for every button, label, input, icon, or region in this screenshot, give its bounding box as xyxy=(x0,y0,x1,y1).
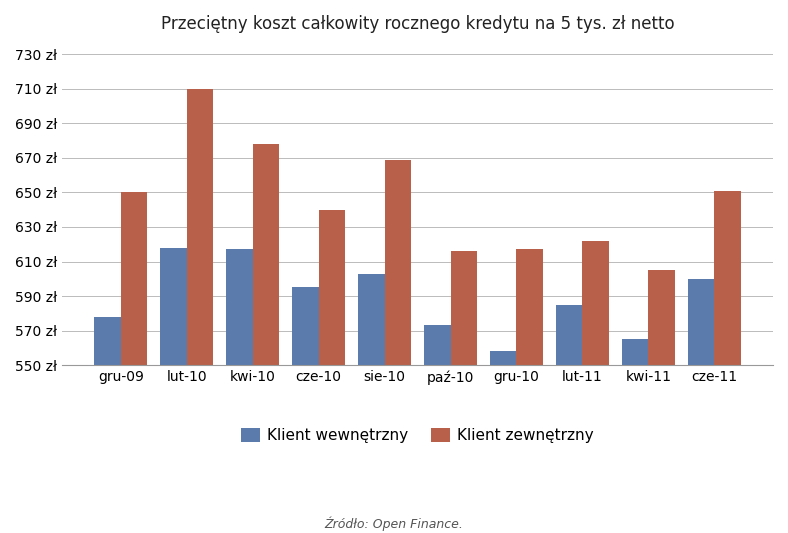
Bar xyxy=(318,209,345,533)
Bar xyxy=(490,351,516,533)
Bar xyxy=(95,317,121,533)
Bar xyxy=(187,89,213,533)
Bar xyxy=(161,248,187,533)
Bar xyxy=(622,339,649,533)
Bar xyxy=(359,273,385,533)
Bar xyxy=(253,144,279,533)
Title: Przeciętny koszt całkowity rocznego kredytu na 5 tys. zł netto: Przeciętny koszt całkowity rocznego kred… xyxy=(161,15,675,33)
Bar xyxy=(516,249,543,533)
Bar xyxy=(649,270,675,533)
Bar xyxy=(226,249,253,533)
Bar xyxy=(582,241,609,533)
Bar xyxy=(451,251,477,533)
Bar xyxy=(688,279,714,533)
Text: Źródło: Open Finance.: Źródło: Open Finance. xyxy=(325,516,463,531)
Bar xyxy=(385,160,411,533)
Bar xyxy=(714,191,741,533)
Bar xyxy=(292,287,318,533)
Legend: Klient wewnętrzny, Klient zewnętrzny: Klient wewnętrzny, Klient zewnętrzny xyxy=(233,421,601,451)
Bar xyxy=(121,192,147,533)
Bar xyxy=(556,305,582,533)
Bar xyxy=(424,326,451,533)
